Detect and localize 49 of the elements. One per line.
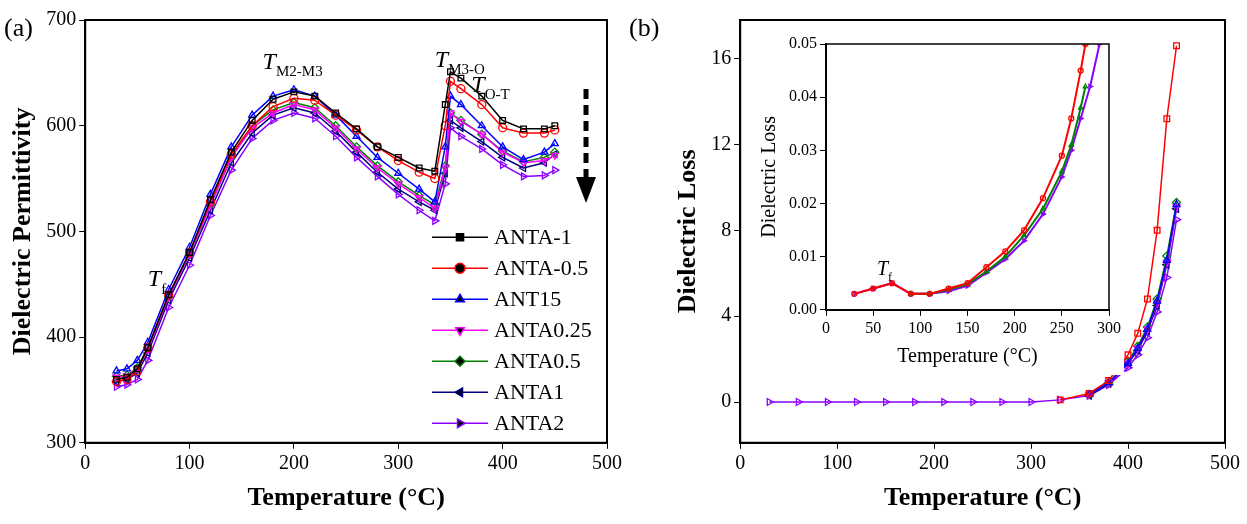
x-tick-label: 0 bbox=[80, 451, 91, 474]
x-tick-label: 50 bbox=[865, 318, 882, 336]
x-tick-label: 300 bbox=[1097, 318, 1121, 336]
x-tick-label: 150 bbox=[955, 318, 980, 336]
x-axis-title: Temperature (°C) bbox=[883, 482, 1082, 512]
x-tick-label: 300 bbox=[383, 451, 414, 474]
x-tick-label: 100 bbox=[908, 318, 933, 336]
y-tick-label: 0.04 bbox=[789, 87, 817, 105]
x-tick-label: 500 bbox=[1210, 451, 1240, 474]
x-tick-label: 300 bbox=[1016, 451, 1047, 474]
x-axis-title: Temperature (°C) bbox=[897, 344, 1038, 368]
y-tick-label: 700 bbox=[46, 7, 77, 30]
y-tick-label: 0.01 bbox=[789, 246, 817, 264]
x-tick-label: 0 bbox=[735, 451, 746, 474]
x-tick-label: 500 bbox=[592, 451, 622, 474]
x-tick-label: 100 bbox=[822, 451, 853, 474]
y-axis-title: Dielectric Loss bbox=[672, 149, 702, 314]
x-tick-label: 250 bbox=[1049, 318, 1074, 336]
y-tick-label: 600 bbox=[46, 112, 77, 135]
y-tick-label: 12 bbox=[711, 131, 732, 154]
x-tick-label: 200 bbox=[1002, 318, 1027, 336]
legend-label: ANTA2 bbox=[494, 410, 565, 436]
legend-label: ANT15 bbox=[494, 286, 562, 312]
y-tick-label: 0.00 bbox=[789, 300, 817, 317]
legend-label: ANTA-0.5 bbox=[494, 255, 589, 281]
x-axis-title: Temperature (°C) bbox=[247, 482, 445, 512]
y-axis-title: Dielectric Permittivity bbox=[7, 107, 37, 356]
y-tick-label: 500 bbox=[46, 218, 77, 241]
legend-label: ANTA1 bbox=[494, 379, 565, 405]
y-tick-label: 0.05 bbox=[789, 34, 817, 52]
legend-label: ANTA-1 bbox=[494, 224, 572, 250]
text: (a) bbox=[4, 13, 33, 42]
legend-label: ANTA0.25 bbox=[494, 317, 592, 343]
text: (b) bbox=[629, 13, 660, 42]
legend-label: ANTA0.5 bbox=[494, 348, 581, 374]
y-tick-label: 300 bbox=[46, 430, 77, 453]
x-tick-label: 100 bbox=[174, 451, 205, 474]
x-tick-label: 400 bbox=[1113, 451, 1144, 474]
y-tick-label: 8 bbox=[721, 217, 732, 240]
y-axis-title: Dielectric Loss bbox=[757, 115, 780, 238]
y-tick-label: 0.03 bbox=[789, 140, 817, 158]
x-tick-label: 400 bbox=[487, 451, 518, 474]
x-tick-label: 200 bbox=[919, 451, 950, 474]
y-tick-label: 0 bbox=[721, 389, 732, 412]
y-tick-label: 16 bbox=[711, 45, 732, 68]
x-tick-label: 0 bbox=[822, 318, 830, 336]
y-tick-label: 0.02 bbox=[789, 193, 817, 211]
x-tick-label: 200 bbox=[278, 451, 309, 474]
y-tick-label: 4 bbox=[721, 303, 732, 326]
